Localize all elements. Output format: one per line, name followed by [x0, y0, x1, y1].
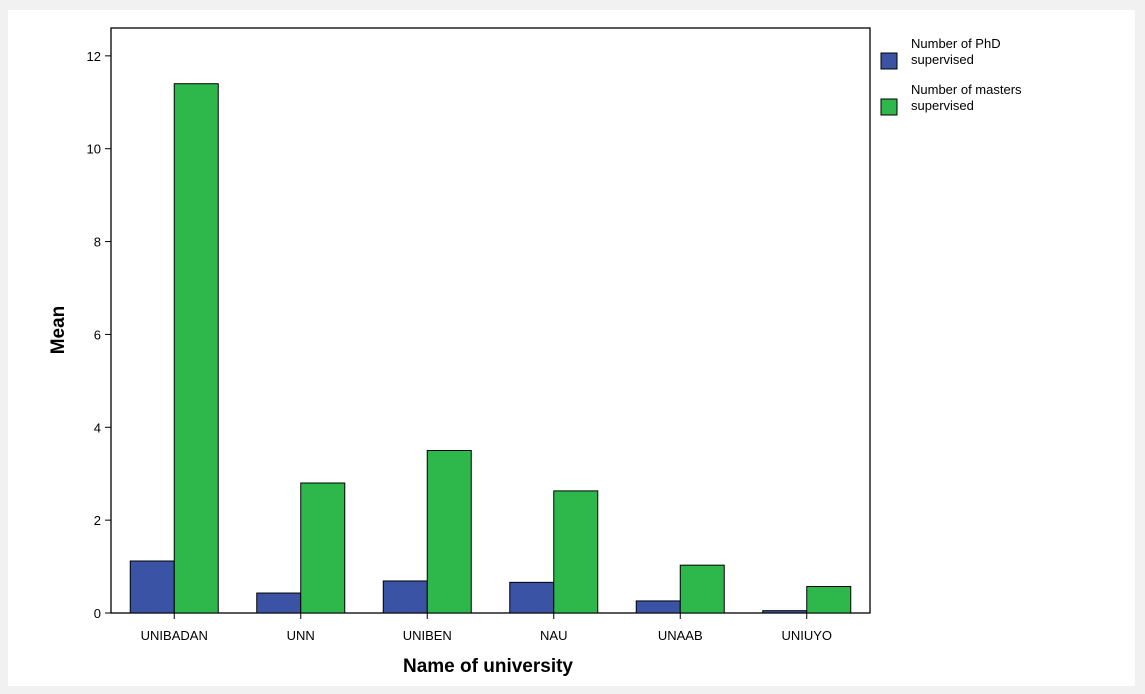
- bar-masters-uniuyo: [806, 586, 852, 614]
- x-tick-label: UNIUYO: [781, 628, 832, 643]
- chart-frame: 0 2 4 6 8 10 12 UNIBADAN UNN UNIBEN NAU UNAAB UNIUY…: [8, 10, 1135, 686]
- y-tick-label: 8: [94, 235, 101, 250]
- x-tick-label: NAU: [540, 628, 567, 643]
- bar-masters-uniben: [426, 450, 472, 614]
- x-tick-label: UNAAB: [658, 628, 703, 643]
- bar-phd-nau: [509, 581, 555, 614]
- bar-phd-unaab: [635, 600, 681, 614]
- x-tick-label: UNIBEN: [403, 628, 452, 643]
- legend-label: Number of masters supervised: [911, 82, 1022, 113]
- bar-phd-unibadan: [129, 560, 175, 614]
- y-tick-label: 12: [87, 49, 101, 64]
- x-tick-label: UNIBADAN: [141, 628, 208, 643]
- y-tick-label: 4: [94, 420, 101, 435]
- x-axis-title: Name of university: [403, 656, 573, 677]
- bar-masters-unibadan: [173, 83, 219, 614]
- bar-masters-unaab: [679, 564, 725, 614]
- legend-swatch: [880, 52, 898, 70]
- y-tick-label: 6: [94, 327, 101, 342]
- x-tick-label: UNN: [287, 628, 315, 643]
- y-tick-label: 10: [87, 142, 101, 157]
- legend-label: Number of PhD supervised: [911, 36, 1001, 67]
- plot-frame: [110, 27, 871, 614]
- bar-phd-uniuyo: [762, 610, 808, 614]
- bar-phd-unn: [256, 592, 302, 614]
- bar-masters-nau: [553, 490, 599, 614]
- plot-area: [110, 27, 871, 614]
- y-axis-title: Mean: [48, 306, 69, 355]
- legend-swatch: [880, 98, 898, 116]
- bar-masters-unn: [300, 482, 346, 614]
- x-axis: UNIBADAN UNN UNIBEN NAU UNAAB UNIUYO: [141, 613, 832, 643]
- bar-chart: 0 2 4 6 8 10 12 UNIBADAN UNN UNIBEN NAU UNAAB UNIUY…: [48, 27, 1022, 677]
- y-axis: 0 2 4 6 8 10 12: [87, 49, 111, 621]
- y-tick-label: 2: [94, 513, 101, 528]
- y-tick-label: 0: [94, 606, 101, 621]
- legend: Number of PhD supervised Number of masters…: [880, 36, 1022, 116]
- bar-phd-uniben: [382, 580, 428, 614]
